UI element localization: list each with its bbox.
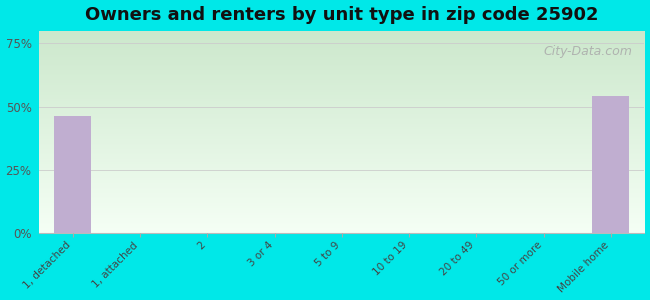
Text: City-Data.com: City-Data.com [543, 45, 632, 58]
Title: Owners and renters by unit type in zip code 25902: Owners and renters by unit type in zip c… [85, 6, 599, 24]
Bar [55, 116, 91, 233]
Bar [592, 96, 629, 233]
